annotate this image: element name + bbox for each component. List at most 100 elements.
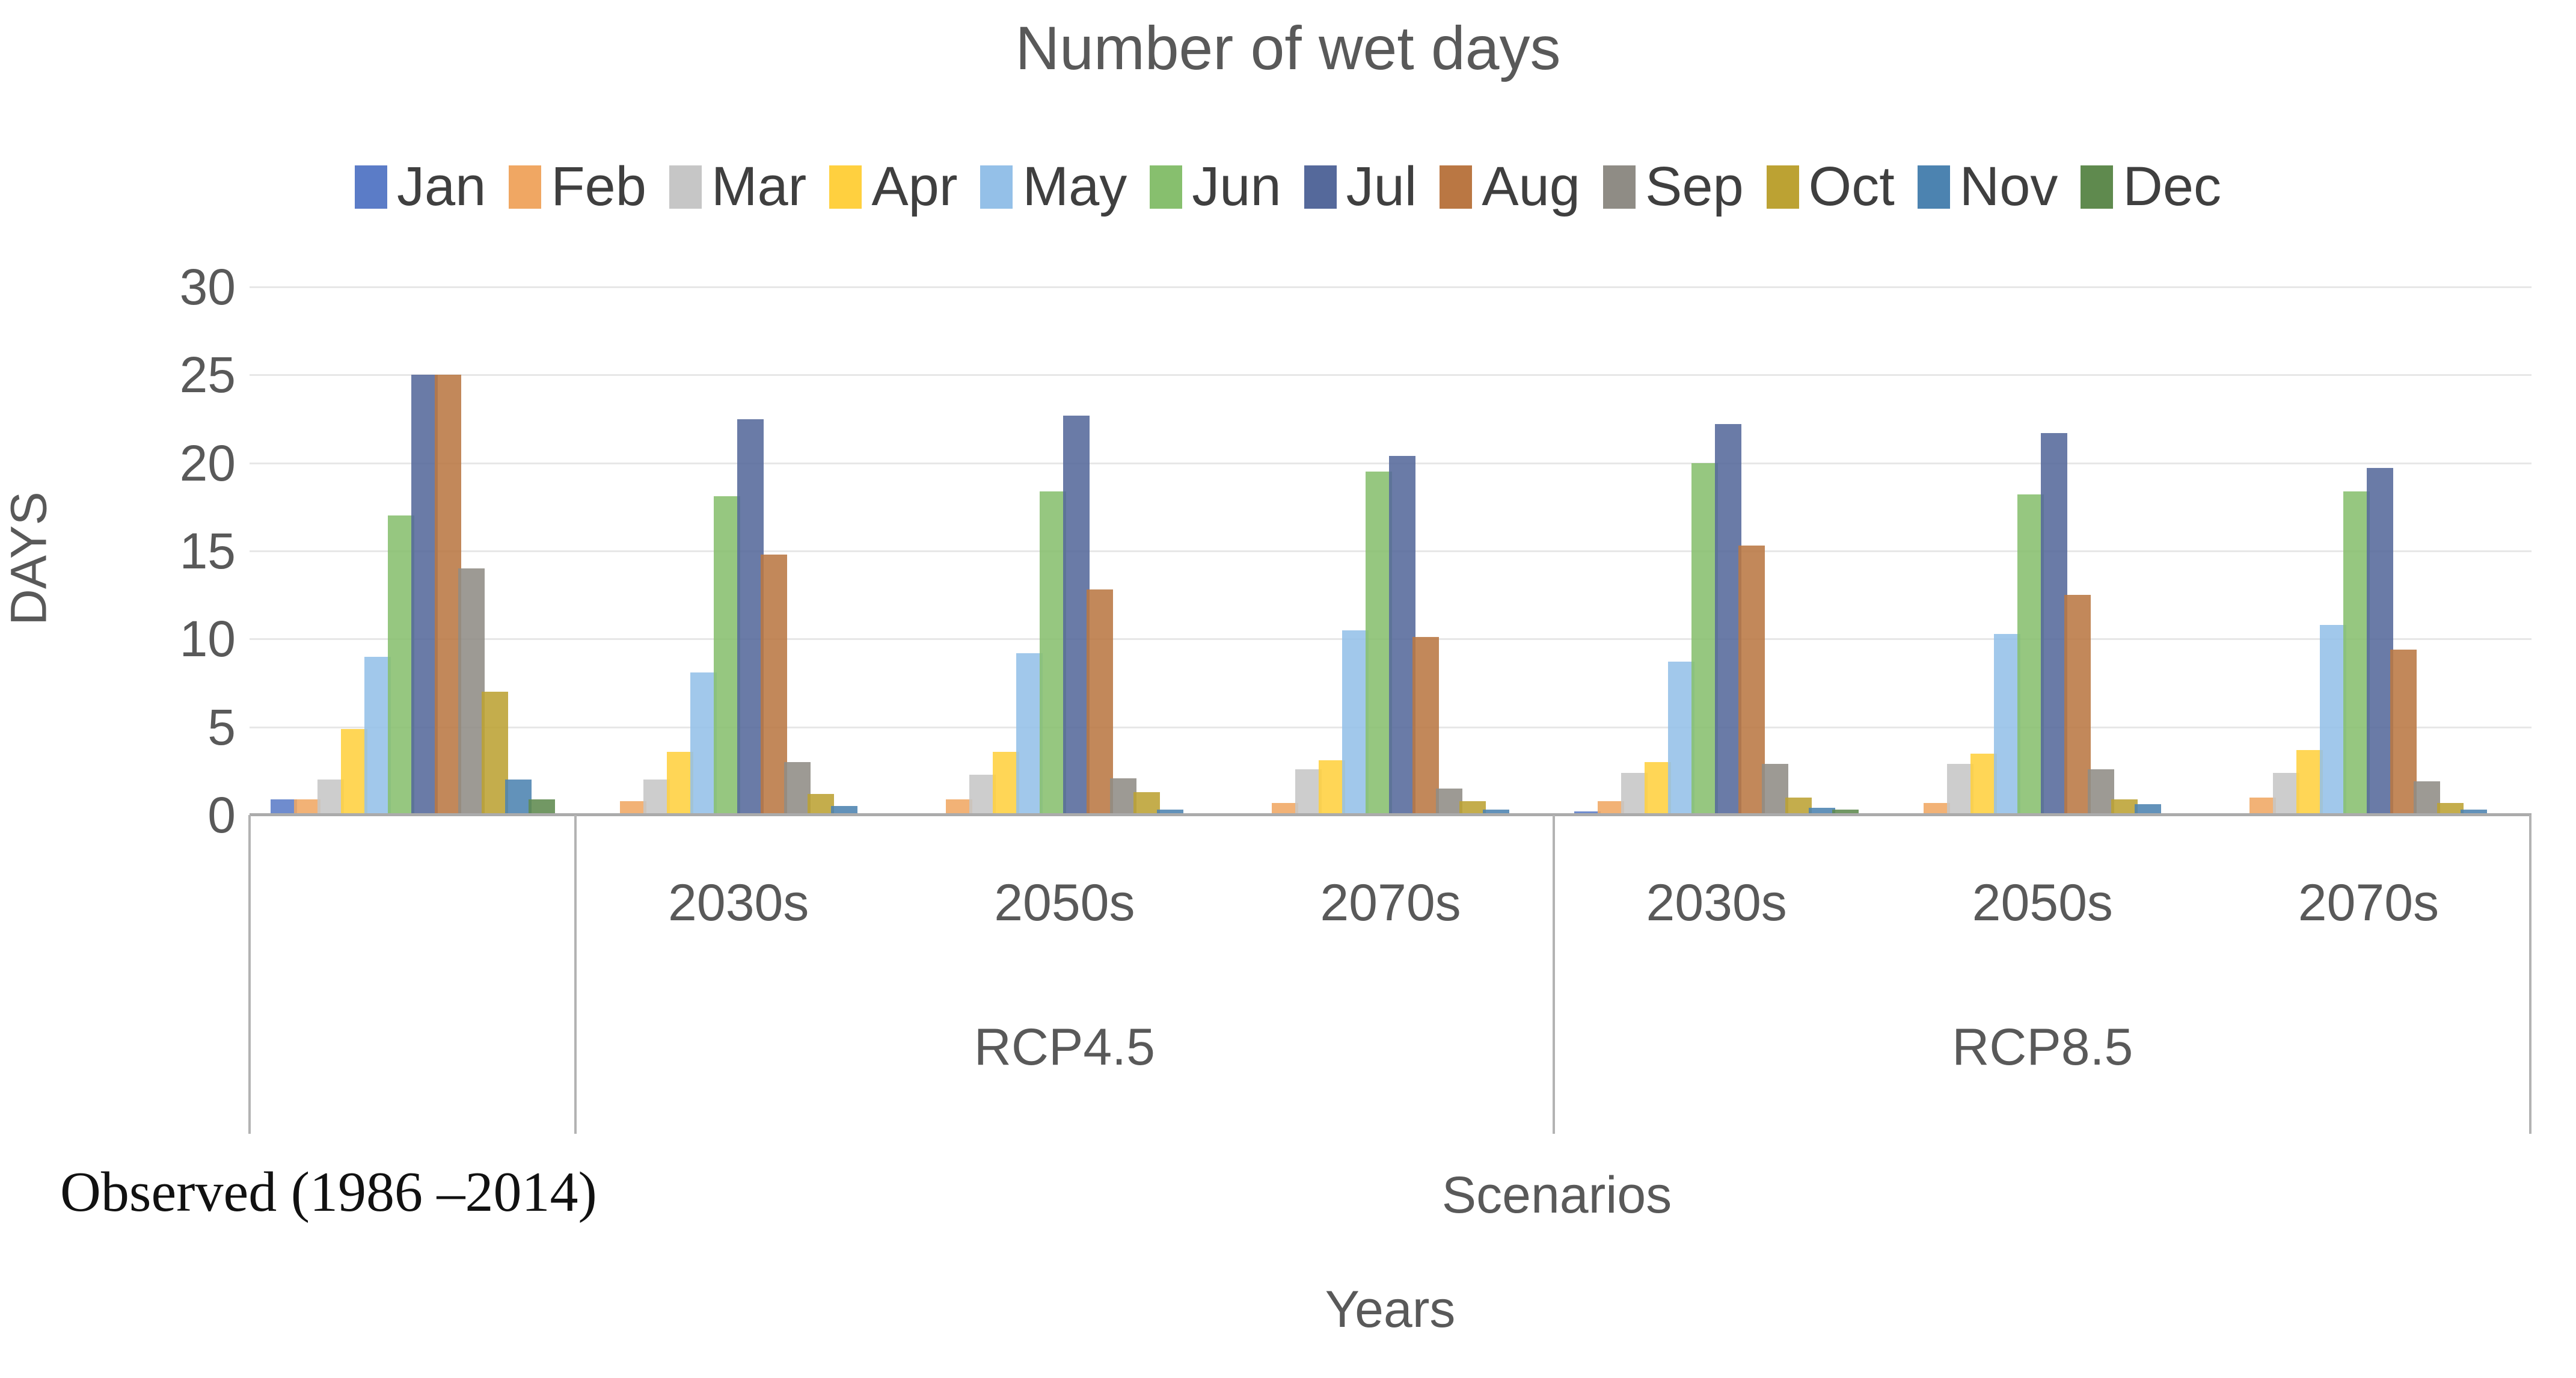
bar-groups: [250, 259, 2532, 815]
legend-swatch-jul: [1304, 165, 1337, 209]
bar-aug-group5: [1738, 546, 1765, 815]
bar-mar-group1: [317, 780, 344, 815]
bar-apr-group3: [992, 751, 1019, 815]
bar-jun-group4: [1365, 472, 1392, 815]
y-tick-10: 10: [179, 611, 236, 668]
scenario-spacer: [250, 1018, 575, 1077]
bar-apr-group4: [1318, 760, 1345, 815]
bar-mar-group5: [1621, 772, 1648, 815]
bar-nov-group7: [2461, 810, 2488, 815]
legend-label-nov: Nov: [1959, 156, 2058, 217]
year-label-2070s-rcp45: 2070s: [1320, 874, 1461, 932]
bar-jul-group1: [411, 375, 438, 815]
bar-apr-group7: [2296, 749, 2323, 815]
bar-jul-group7: [2367, 468, 2394, 815]
bar-may-group4: [1342, 630, 1369, 815]
bar-group-1: [250, 259, 575, 815]
bar-group-2: [575, 259, 901, 815]
bar-oct-group3: [1133, 792, 1160, 815]
label-observed: Observed (1986 –2014): [60, 1161, 597, 1223]
bar-nov-group4: [1482, 810, 1509, 815]
legend-label-feb: Feb: [551, 156, 646, 217]
bar-jul-group3: [1063, 415, 1090, 815]
chart-title: Number of wet days: [1015, 14, 1561, 82]
bar-oct-group5: [1785, 797, 1812, 815]
bar-aug-group3: [1086, 589, 1113, 815]
bar-jul-group4: [1388, 455, 1415, 815]
y-tick-30: 30: [179, 259, 236, 315]
legend-label-apr: Apr: [871, 156, 958, 217]
legend-item-oct: Oct: [1766, 155, 1895, 218]
bar-jun-group1: [387, 515, 414, 815]
legend-swatch-jun: [1150, 165, 1183, 209]
bar-nov-group6: [2135, 804, 2162, 815]
legend-swatch-jan: [354, 165, 387, 209]
legend-item-jul: Jul: [1304, 155, 1417, 218]
bar-oct-group1: [481, 692, 508, 815]
legend-label-jul: Jul: [1346, 156, 1417, 217]
legend-swatch-dec: [2081, 165, 2114, 209]
year-label-2030s-rcp85: 2030s: [1646, 874, 1787, 932]
bar-jun-group6: [2017, 494, 2044, 815]
bar-sep-group2: [784, 762, 811, 815]
bar-apr-group2: [666, 751, 693, 815]
label-rcp85: RCP8.5: [1952, 1018, 2133, 1076]
legend-item-dec: Dec: [2081, 155, 2221, 218]
bar-jan-group1: [270, 799, 297, 815]
legend-label-mar: Mar: [711, 156, 807, 217]
year-label-2070s-rcp85: 2070s: [2298, 874, 2440, 932]
legend-item-feb: Feb: [509, 155, 646, 218]
bar-may-group7: [2320, 624, 2347, 815]
bar-mar-group7: [2273, 772, 2300, 815]
legend-swatch-feb: [509, 165, 542, 209]
y-axis-ticks: 0 5 10 15 20 25 30: [0, 0, 236, 1378]
bar-mar-group3: [969, 774, 996, 815]
legend-swatch-oct: [1766, 165, 1799, 209]
bar-apr-group5: [1645, 762, 1672, 815]
bar-mar-group4: [1295, 769, 1322, 815]
bar-sep-group3: [1109, 778, 1136, 815]
legend-label-sep: Sep: [1645, 156, 1744, 217]
year-label-empty: [250, 873, 575, 933]
year-labels-row: 2030s 2050s 2070s 2030s 2050s 2070s: [250, 873, 2532, 933]
bar-jun-group2: [713, 496, 740, 815]
gridline-25: [250, 374, 2532, 377]
y-tick-25: 25: [179, 346, 236, 404]
plot-area: [250, 259, 2532, 815]
legend-label-jun: Jun: [1192, 156, 1281, 217]
bar-oct-group2: [807, 793, 834, 815]
bar-may-group3: [1016, 653, 1043, 815]
bar-may-group2: [690, 672, 717, 815]
legend-swatch-mar: [669, 165, 702, 209]
bar-oct-group6: [2111, 799, 2138, 815]
legend-item-jun: Jun: [1150, 155, 1281, 218]
bar-jun-group7: [2343, 491, 2370, 815]
bar-apr-group6: [1970, 753, 1998, 815]
bar-nov-group1: [504, 780, 532, 815]
scenario-labels-row: RCP4.5 RCP8.5: [250, 1018, 2532, 1077]
label-scenarios: Scenarios: [1441, 1166, 1672, 1224]
bar-sep-group5: [1762, 764, 1789, 815]
y-tick-5: 5: [207, 698, 236, 755]
bar-sep-group1: [458, 568, 485, 815]
bar-feb-group7: [2249, 797, 2277, 815]
legend-swatch-apr: [829, 165, 862, 209]
bar-aug-group7: [2390, 649, 2417, 815]
bar-feb-group5: [1598, 801, 1625, 815]
bar-mar-group2: [643, 780, 670, 815]
bar-mar-group6: [1947, 764, 1974, 815]
gridline-30: [250, 286, 2532, 288]
legend-swatch-sep: [1602, 165, 1636, 209]
bar-group-4: [1227, 259, 1553, 815]
y-tick-15: 15: [179, 523, 236, 579]
bar-group-6: [1880, 259, 2206, 815]
bar-nov-group2: [830, 806, 857, 815]
legend-swatch-aug: [1440, 165, 1473, 209]
year-label-2050s-rcp85: 2050s: [1972, 874, 2113, 932]
bar-sep-group6: [2088, 769, 2115, 815]
bar-aug-group2: [760, 554, 787, 815]
legend-label-oct: Oct: [1808, 156, 1895, 217]
bar-dec-group1: [528, 799, 555, 815]
year-label-2050s-rcp45: 2050s: [994, 874, 1135, 932]
bar-sep-group4: [1435, 789, 1462, 815]
